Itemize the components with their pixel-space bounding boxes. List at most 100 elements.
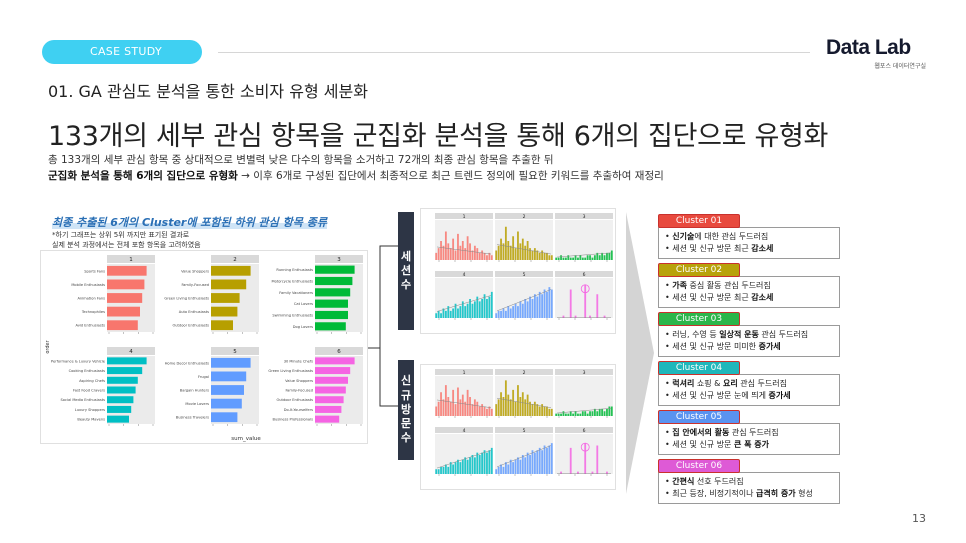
session-ts-bar [548, 255, 551, 260]
session-ts-bar [526, 241, 529, 260]
new-visit-ts-bar [444, 464, 447, 474]
session-ts-bar [538, 291, 541, 318]
session-ts-panel-1: 1 [435, 213, 493, 262]
facet-category-label: Do-It-Yourselfers [284, 408, 313, 412]
new-visit-ts-plot-area [495, 376, 553, 416]
cluster-body: • 신기술에 대한 관심 두드러짐 • 세션 및 신규 방문 최근 감소세 [658, 227, 840, 259]
session-timeseries-chart: 1 2 3 4 5 6 [420, 208, 616, 334]
cluster-tag: Cluster 05 [658, 410, 740, 424]
session-ts-bar [442, 245, 445, 260]
facet-panel-4: 4 Performance & Luxury Vehicle Cooking Ent… [51, 347, 155, 426]
new-visit-ts-bar [459, 462, 462, 474]
session-ts-plot-area [435, 220, 493, 260]
session-ts-bar [596, 294, 599, 318]
new-visit-label-char-1: 규 [400, 388, 412, 402]
session-ts-bar [444, 310, 447, 318]
session-ts-bar [509, 245, 512, 260]
facet-bar [315, 265, 355, 274]
facet-strip-label: 2 [233, 257, 237, 263]
new-visit-ts-bar [495, 404, 498, 416]
facet-bar [315, 288, 351, 297]
session-ts-bar [557, 257, 560, 260]
cluster-bar-chart: order sum_value 1 Sports Fans Mobile Enthusi… [40, 250, 368, 444]
new-visit-ts-strip-label: 3 [583, 370, 586, 376]
session-ts-bar [589, 255, 591, 260]
session-ts-bar [550, 289, 553, 318]
session-ts-bar [514, 248, 517, 260]
facet-bar [315, 357, 355, 365]
facet-category-label: Movie Lovers [185, 402, 209, 406]
session-ts-trend-line [496, 244, 552, 255]
new-visit-ts-bar [524, 399, 527, 416]
connector-lines [368, 245, 398, 407]
facet-bar [107, 293, 143, 303]
new-visit-ts-bar [514, 401, 517, 416]
new-visit-ts-bar [572, 413, 575, 416]
logo: Data Lab 웹포스 데이터연구실 [826, 36, 926, 70]
session-ts-bar [509, 308, 512, 318]
new-visit-ts-trend-line [556, 408, 612, 414]
facet-panel-5: 5 Home Decor Enthusiasts Frugal Bargain Hun… [165, 347, 259, 426]
session-ts-bar [488, 296, 491, 318]
facet-bar [211, 320, 233, 331]
session-ts-bar [538, 252, 541, 260]
session-ts-bar [519, 243, 522, 260]
description-line-1: 총 133개의 세부 관심 항목 중 상대적으로 변별력 낮은 다수의 항목을 … [48, 154, 554, 166]
session-ts-bar [478, 252, 481, 260]
new-visit-ts-bar [517, 385, 519, 416]
new-visit-ts-bar [536, 450, 539, 474]
session-ts-strip [435, 271, 493, 277]
facet-bar [107, 376, 138, 384]
session-ts-bar [504, 310, 507, 318]
facet-category-label: Motorcycle Enthusiasts [272, 280, 314, 284]
facet-bar [107, 367, 143, 375]
session-ts-bar [603, 255, 606, 260]
session-ts-panel-4: 4 [435, 271, 493, 320]
session-ts-bar [469, 299, 471, 318]
facet-strip [315, 347, 363, 355]
new-visit-ts-bar [490, 447, 493, 474]
facet-category-label: Luxury Shoppers [75, 408, 105, 412]
left-panel-note-2: 실제 분석 과정에서는 전체 포함 항목을 고려하였음 [52, 241, 201, 249]
new-visit-timeseries-svg: 1 2 3 4 5 6 [435, 369, 613, 476]
session-ts-bar [486, 299, 488, 318]
session-ts-strip-label: 2 [523, 214, 526, 220]
facet-strip-label: 3 [337, 257, 341, 263]
session-ts-bar [476, 296, 479, 318]
cluster-card-1: Cluster 01 • 신기술에 대한 관심 두드러짐 • 세션 및 신규 방문 … [658, 208, 840, 259]
new-visit-ts-bar [454, 404, 457, 416]
session-ts-bar [452, 308, 455, 318]
session-ts-strip [555, 213, 613, 219]
facet-category-label: Value Shoppers [181, 269, 209, 273]
facet-category-label: Swimming Enthusiasts [272, 314, 313, 318]
session-ts-bar [531, 250, 534, 260]
session-ts-bar [457, 308, 459, 318]
session-ts-bar [444, 231, 447, 260]
cluster-tag: Cluster 03 [658, 312, 740, 326]
session-ts-bar [574, 255, 577, 260]
cluster-card-5: Cluster 05 • 집 안에서의 활동 관심 두드러짐 • 세션 및 신규 방… [658, 404, 840, 455]
cluster-body: • 럭셔리 쇼핑 & 요리 관심 두드러짐 • 세션 및 신규 방문 눈에 띄게 … [658, 374, 840, 406]
new-visit-ts-bar [442, 399, 445, 416]
cluster-line-2: • 세션 및 신규 방문 미미한 증가세 [665, 342, 781, 351]
session-ts-bar [471, 303, 474, 318]
facet-bar [107, 265, 147, 276]
new-visit-ts-bar [459, 399, 462, 416]
facet-bar [315, 367, 351, 375]
session-ts-bar [546, 291, 548, 318]
session-ts-bar [546, 252, 548, 260]
logo-text: Data Lab [826, 36, 911, 59]
new-visit-ts-bar [531, 404, 534, 416]
session-ts-bar [531, 299, 534, 318]
new-visit-ts-bar [504, 380, 507, 416]
new-visit-ts-bar [476, 452, 479, 474]
section-subtitle: 01. GA 관심도 분석을 통한 소비자 유형 세분화 [48, 82, 368, 101]
facet-strip [211, 347, 259, 355]
connector-bottom [379, 348, 398, 407]
cluster-tag: Cluster 06 [658, 459, 740, 473]
facet-category-label: Dog Lovers [293, 325, 313, 329]
new-visit-ts-bar [557, 413, 560, 416]
cluster-card-2: Cluster 02 • 가족 중심 활동 관심 두드러짐 • 세션 및 신규 방문… [658, 257, 840, 308]
new-visit-ts-bar [536, 404, 539, 416]
new-visit-ts-bar [488, 450, 491, 474]
